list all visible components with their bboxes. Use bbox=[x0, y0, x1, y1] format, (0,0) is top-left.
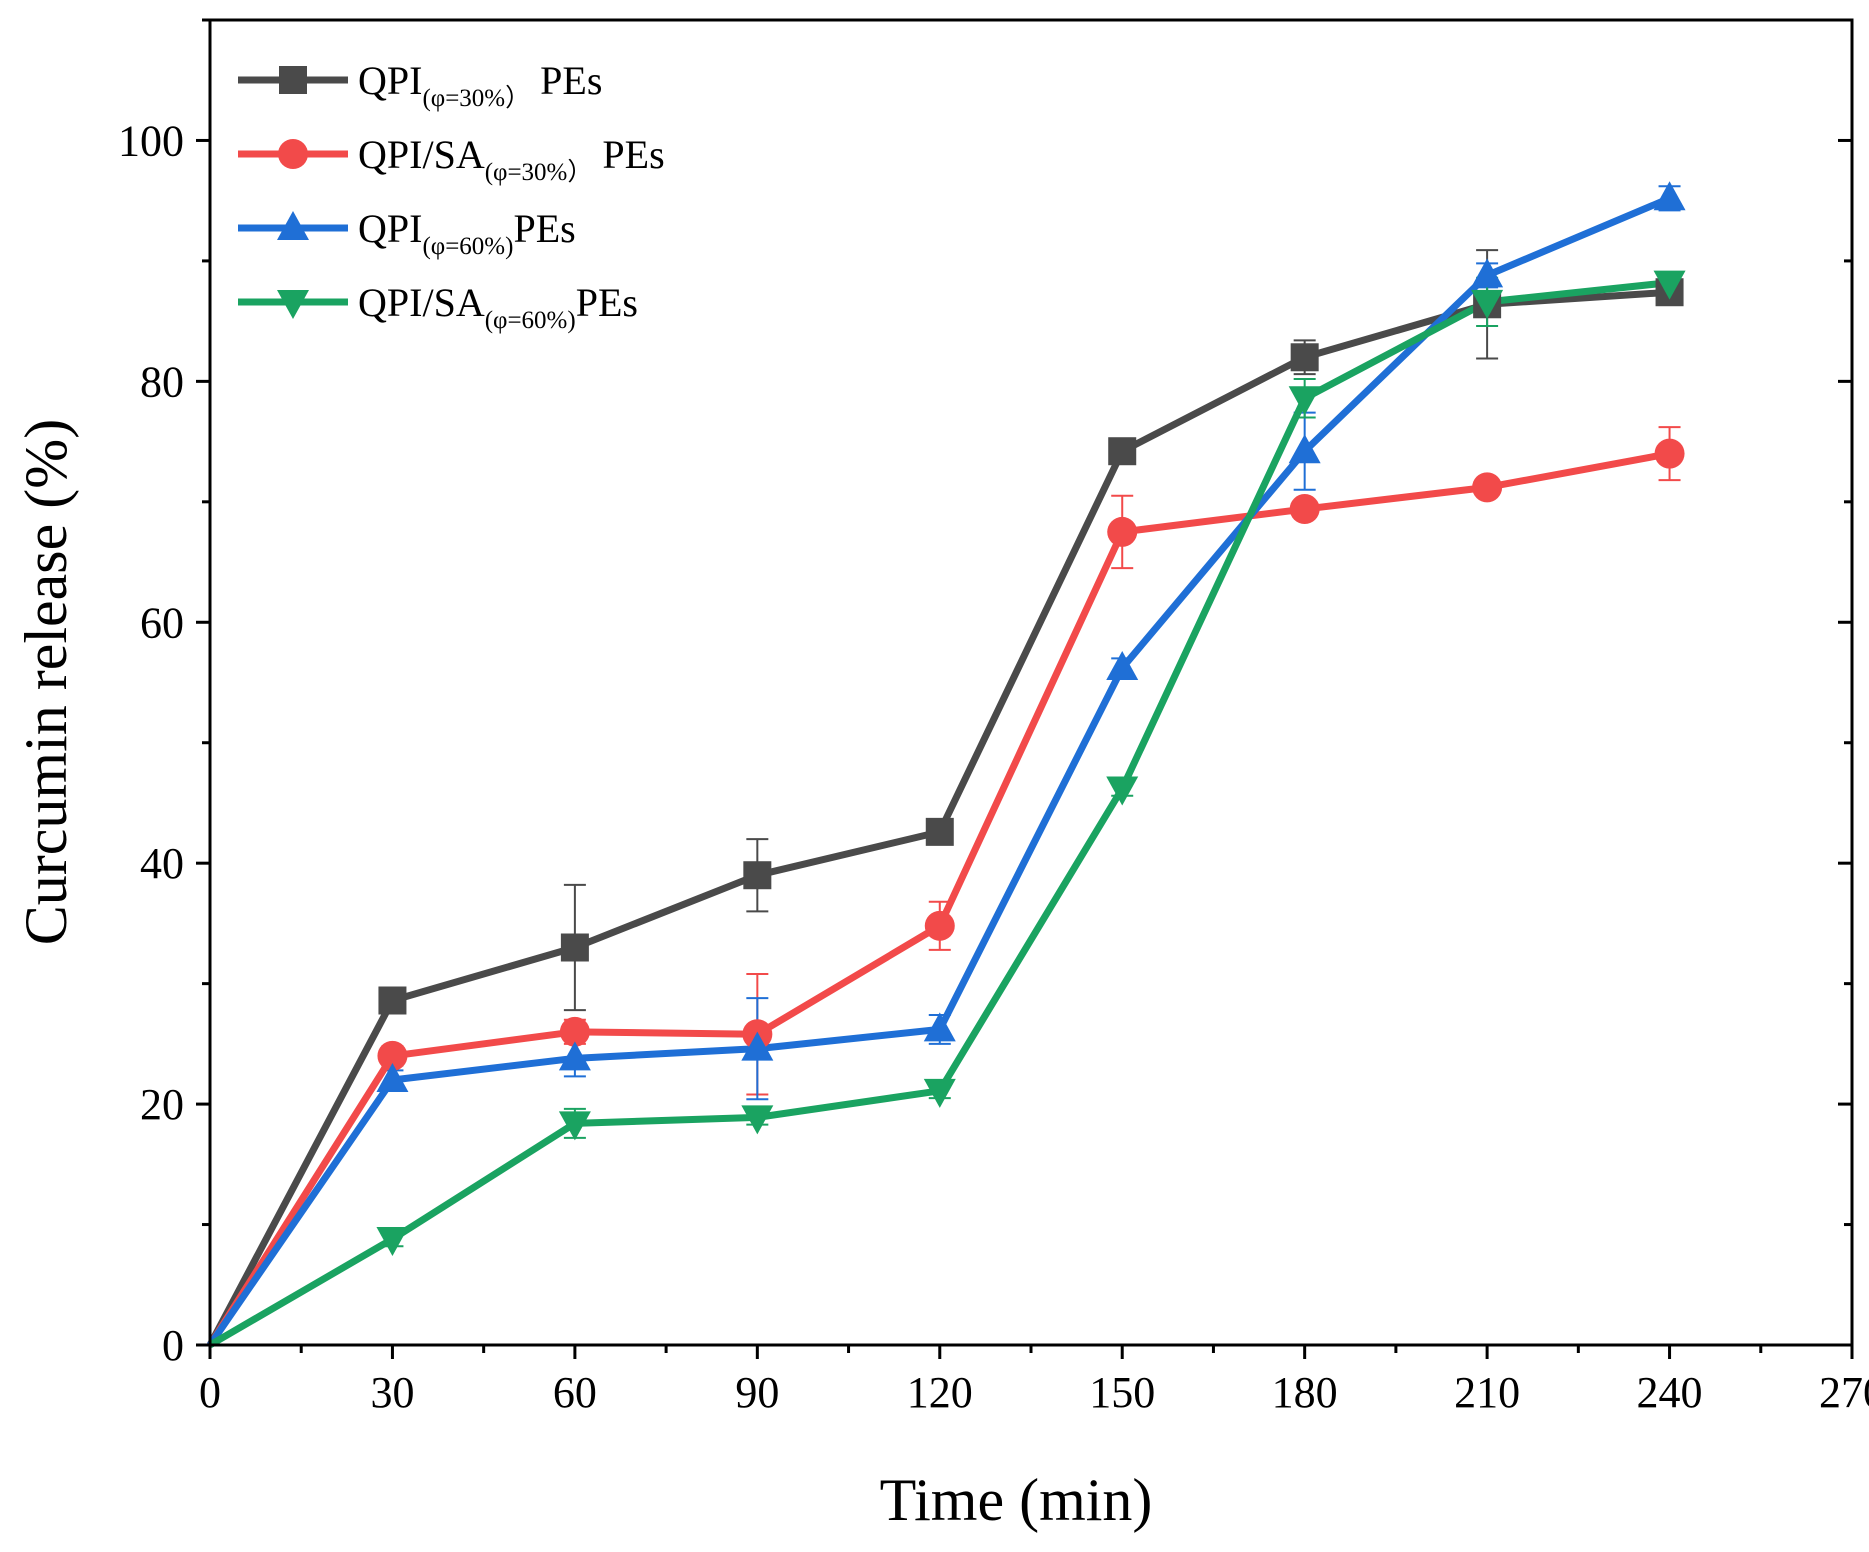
legend-label: QPI/SA(φ=30%） PEs bbox=[358, 132, 665, 186]
legend-label: QPI/SA(φ=60%)PEs bbox=[358, 280, 638, 334]
series-lines-layer bbox=[206, 195, 1671, 1349]
legend-label: QPI(φ=60%)PEs bbox=[358, 206, 576, 260]
y-tick-label: 80 bbox=[140, 357, 184, 406]
legend: QPI(φ=30%） PEs QPI/SA(φ=30%） PEs QPI(φ=60%… bbox=[238, 58, 665, 334]
data-point bbox=[1290, 343, 1319, 372]
x-tick-label: 150 bbox=[1089, 1368, 1155, 1417]
legend-item-3: QPI(φ=60%)PEs bbox=[238, 206, 576, 260]
data-point bbox=[1288, 386, 1321, 416]
x-tick-label: 60 bbox=[553, 1368, 597, 1417]
y-axis-title: Curcumin release (%) bbox=[13, 419, 79, 945]
y-tick-label: 20 bbox=[140, 1080, 184, 1129]
axes-layer: 0 30 60 90 120 150 180 210 240 270 0 20 40 60 80 100 bbox=[118, 18, 1869, 1417]
legend-marker bbox=[277, 290, 309, 319]
data-point bbox=[1106, 651, 1139, 681]
data-point bbox=[741, 1031, 774, 1061]
legend-marker bbox=[278, 139, 308, 169]
data-point bbox=[558, 1041, 591, 1071]
markers-layer bbox=[376, 181, 1686, 1256]
data-point bbox=[923, 1078, 956, 1108]
data-point bbox=[1107, 516, 1138, 547]
y-tick-label: 100 bbox=[118, 116, 184, 165]
x-tick-label: 90 bbox=[735, 1368, 779, 1417]
data-point bbox=[743, 861, 772, 890]
data-point bbox=[1288, 434, 1321, 464]
data-point bbox=[377, 1040, 408, 1071]
x-tick-label: 270 bbox=[1819, 1368, 1869, 1417]
data-point bbox=[1108, 437, 1137, 466]
data-point bbox=[558, 1111, 591, 1141]
x-tick-label: 210 bbox=[1454, 1368, 1520, 1417]
error-bars-layer bbox=[381, 185, 1681, 1248]
y-tick-label: 40 bbox=[140, 839, 184, 888]
plot-frame bbox=[208, 18, 1854, 1347]
x-tick-label: 120 bbox=[907, 1368, 973, 1417]
data-point bbox=[1106, 776, 1139, 806]
data-point bbox=[1653, 181, 1686, 211]
x-tick-label: 0 bbox=[199, 1368, 221, 1417]
data-point bbox=[376, 1063, 409, 1092]
data-point bbox=[1471, 289, 1504, 319]
x-tick-label: 180 bbox=[1272, 1368, 1338, 1417]
data-point bbox=[376, 1227, 409, 1256]
legend-marker bbox=[277, 211, 309, 240]
x-axis-title: Time (min) bbox=[880, 1467, 1153, 1533]
data-point bbox=[1472, 472, 1503, 503]
data-point bbox=[924, 910, 955, 941]
y-tick-label: 60 bbox=[140, 598, 184, 647]
series-line-4 bbox=[208, 279, 1670, 1349]
data-point bbox=[741, 1105, 774, 1135]
y-tick-label: 0 bbox=[162, 1321, 184, 1370]
data-point bbox=[1654, 438, 1685, 469]
data-point bbox=[923, 1012, 956, 1042]
legend-marker bbox=[279, 66, 307, 94]
legend-label: QPI(φ=30%） PEs bbox=[358, 58, 602, 112]
data-point bbox=[925, 817, 954, 846]
legend-item-1: QPI(φ=30%） PEs bbox=[238, 58, 602, 112]
data-point bbox=[560, 933, 589, 962]
data-point bbox=[559, 1016, 590, 1047]
data-point bbox=[1289, 494, 1320, 525]
data-point bbox=[378, 986, 407, 1015]
legend-item-4: QPI/SA(φ=60%)PEs bbox=[238, 280, 638, 334]
series-line-2 bbox=[207, 450, 1671, 1347]
legend-item-2: QPI/SA(φ=30%） PEs bbox=[238, 132, 665, 186]
data-point bbox=[1471, 258, 1504, 288]
x-tick-label: 30 bbox=[370, 1368, 414, 1417]
data-point bbox=[1653, 270, 1686, 300]
series-line-3 bbox=[207, 195, 1671, 1347]
x-tick-label: 240 bbox=[1637, 1368, 1703, 1417]
